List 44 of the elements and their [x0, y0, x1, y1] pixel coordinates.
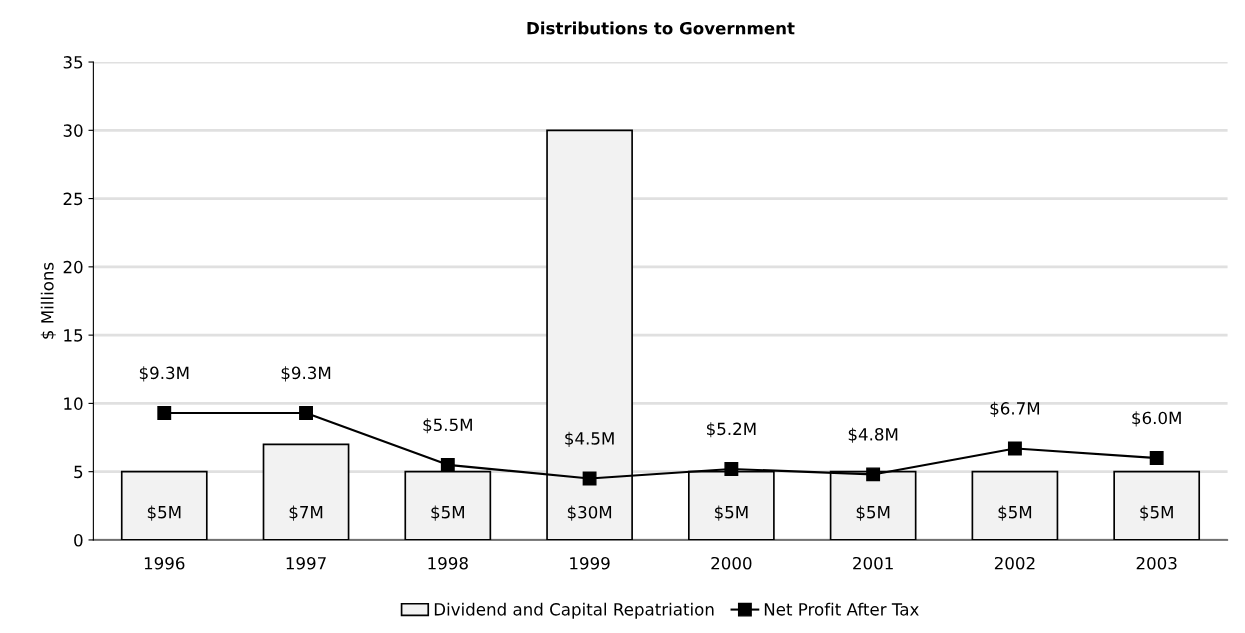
data-label: $5M: [147, 505, 181, 521]
point: [724, 461, 739, 476]
data-label: $5M: [856, 505, 890, 521]
point: [157, 406, 172, 420]
y-tick-label: 25: [63, 192, 83, 206]
data-label: $5M: [1140, 505, 1173, 521]
point: [1149, 451, 1164, 465]
point: [1007, 441, 1022, 456]
x-tick-label: 2000: [711, 556, 752, 570]
point: [866, 467, 881, 482]
data-label: $5.5M: [423, 418, 472, 434]
x-tick-label: 2003: [1136, 556, 1177, 570]
y-tick-label: 15: [64, 329, 83, 342]
y-tick-label: 35: [63, 56, 83, 69]
data-label: $5M: [714, 505, 748, 521]
data-label: $4.8M: [848, 427, 898, 443]
legend-label: Dividend and Capital Repatriation: [434, 602, 714, 619]
data-label: $9.3M: [281, 366, 331, 382]
data-label: $6.0M: [1132, 411, 1181, 427]
x-tick-label: 1996: [144, 556, 185, 570]
data-label: $5M: [431, 505, 464, 521]
x-tick-label: 2002: [994, 556, 1035, 570]
y-tick-label: 5: [74, 465, 83, 479]
x-tick-label: 1997: [286, 556, 326, 570]
point: [582, 471, 597, 486]
x-tick-label: 1999: [570, 556, 610, 570]
data-label: $5M: [998, 505, 1032, 521]
y-tick-label: 30: [63, 124, 83, 137]
point: [299, 406, 313, 420]
data-label: $30M: [567, 505, 612, 521]
y-tick-label: 20: [63, 260, 83, 274]
data-label: $6.7M: [990, 401, 1040, 417]
data-label: $9.3M: [139, 366, 189, 382]
x-tick-label: 2001: [853, 556, 893, 570]
x-tick-label: 1998: [428, 556, 468, 570]
data-label: $4.5M: [565, 431, 614, 447]
y-axis-title: $ Millions: [40, 262, 56, 339]
y-tick-label: 0: [74, 533, 83, 547]
y-tick-label: 10: [64, 397, 83, 410]
data-label: $7M: [289, 505, 323, 521]
chart-title: Distributions to Government: [527, 21, 795, 35]
point: [440, 457, 455, 472]
legend-label: Net Profit After Tax: [764, 602, 919, 616]
data-label: $5.2M: [707, 422, 756, 438]
